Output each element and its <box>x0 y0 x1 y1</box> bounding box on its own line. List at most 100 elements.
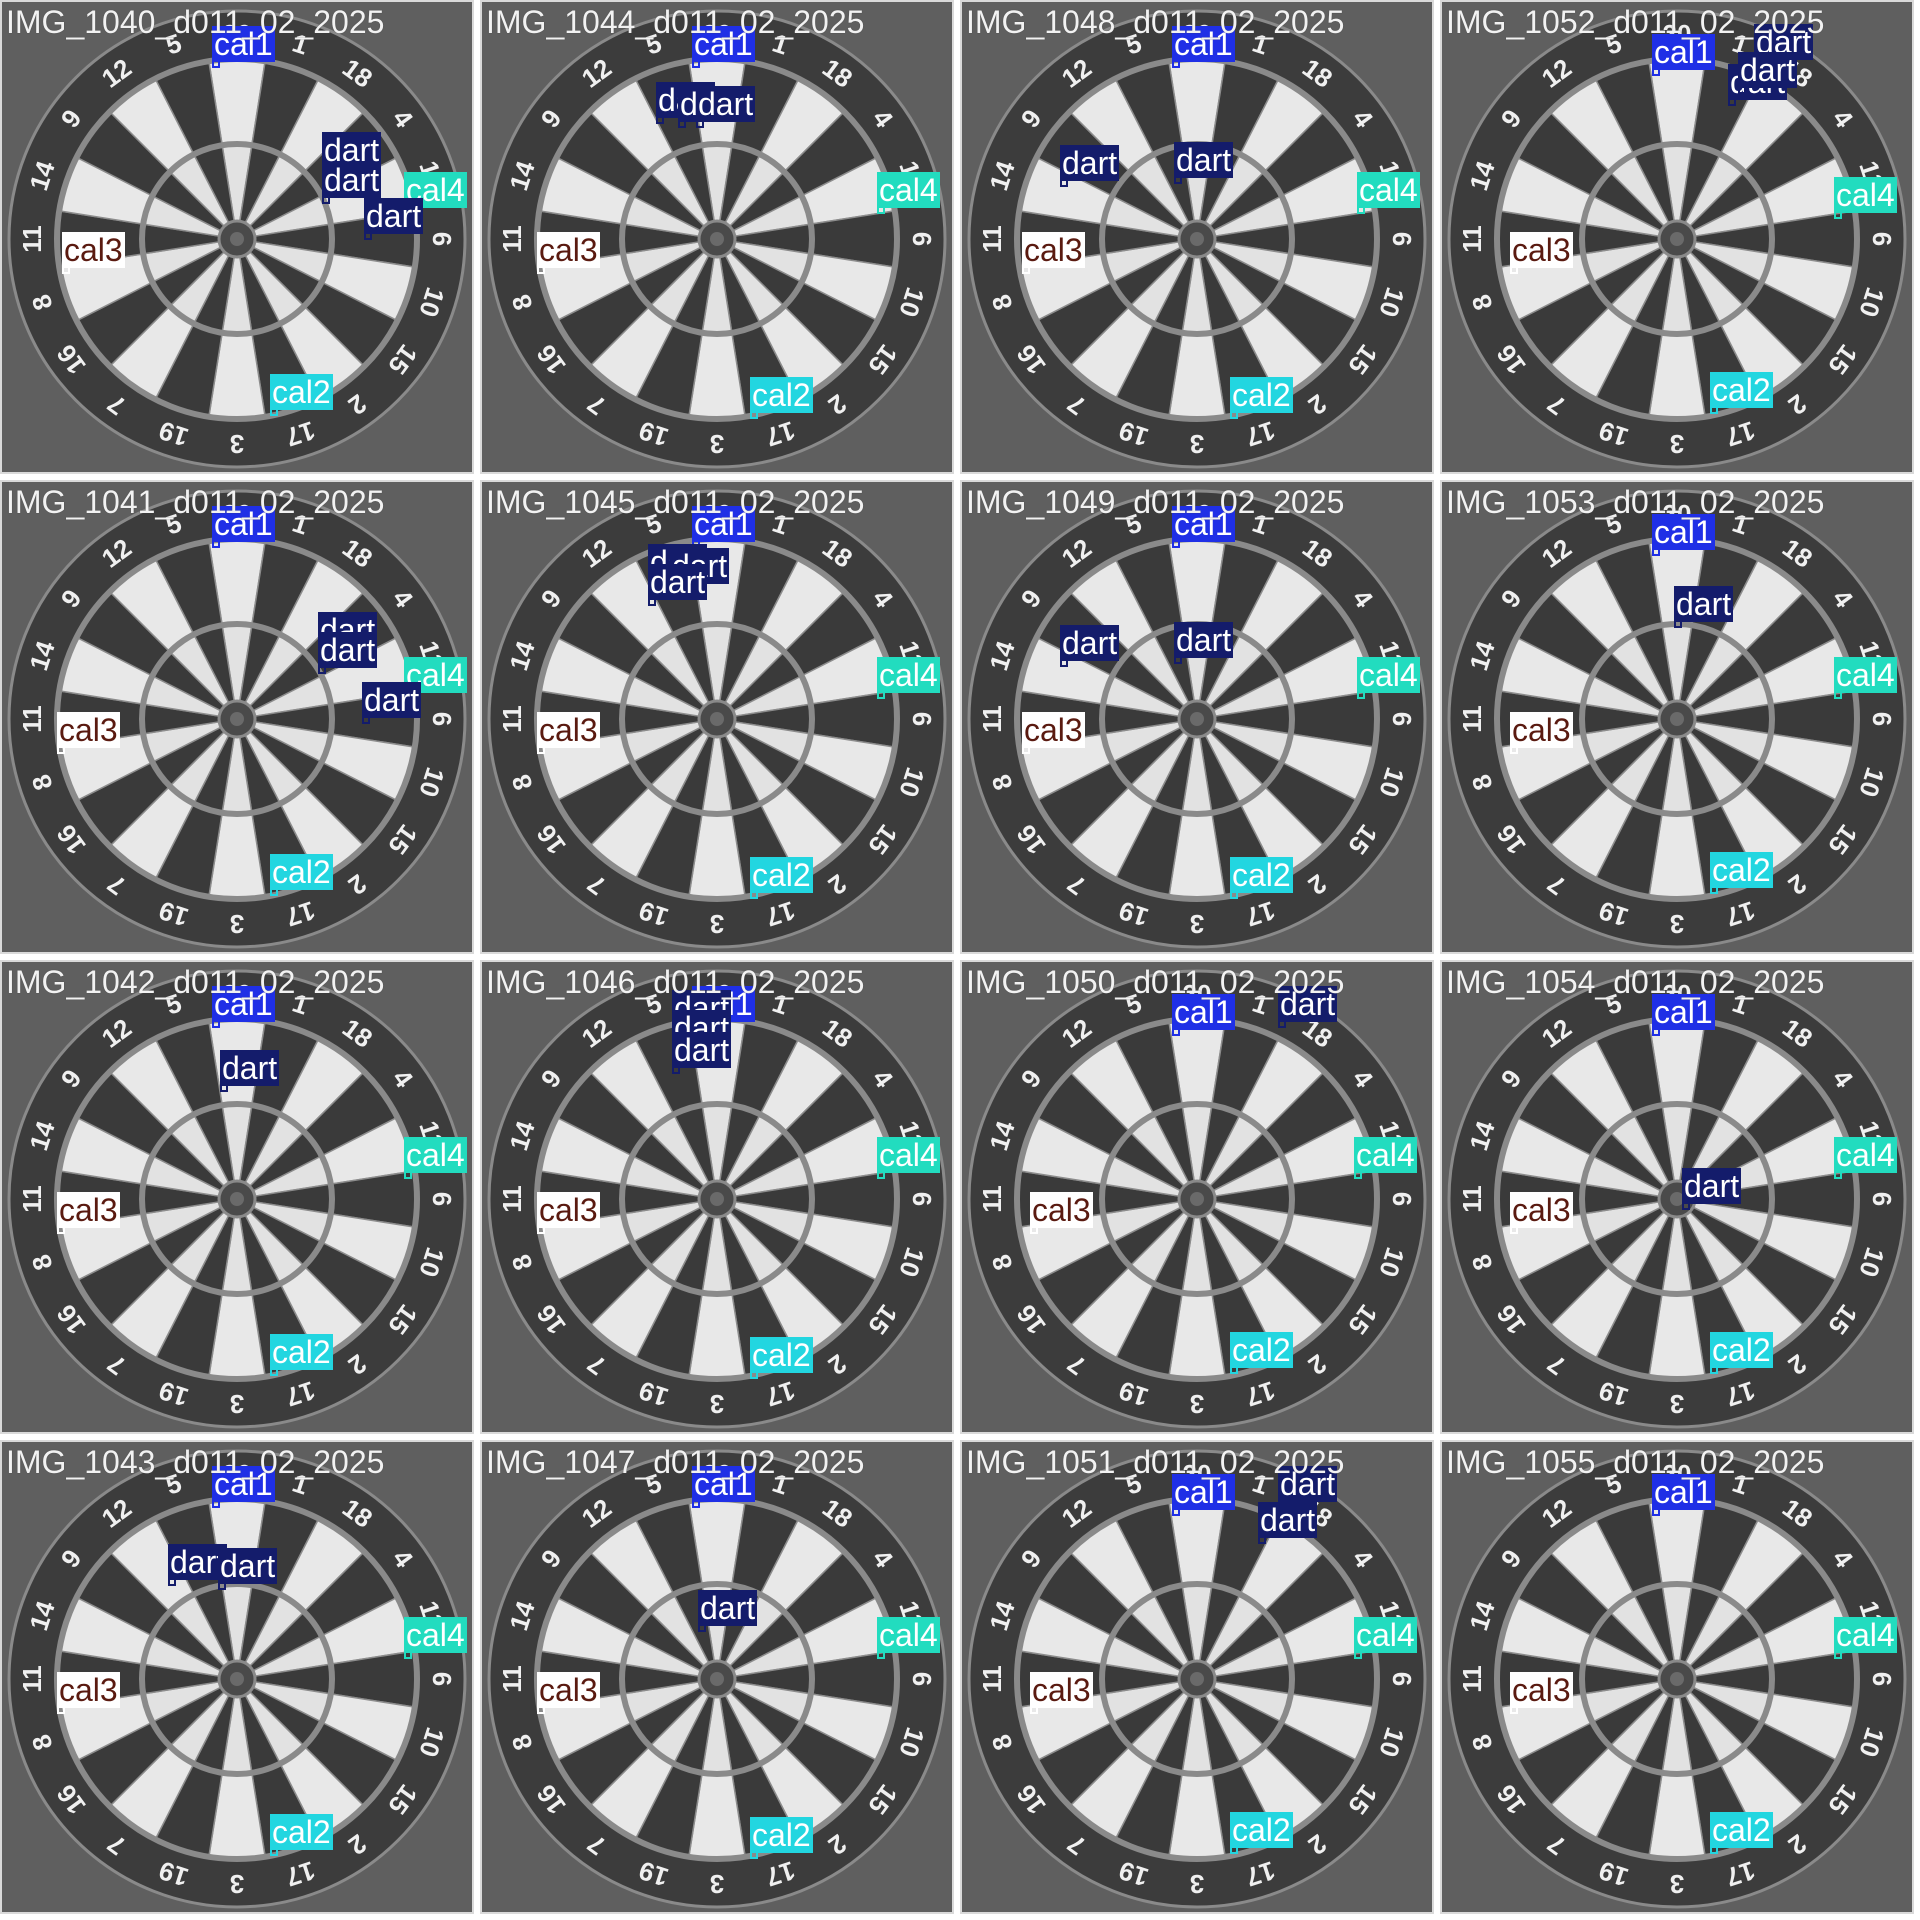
cal4-label: cal4 <box>877 1617 940 1653</box>
cal2-label: cal2 <box>1230 1332 1293 1368</box>
board-number: 11 <box>977 705 1007 733</box>
image-tile: 2011841361015217319716811149125cal1cal2c… <box>960 1440 1434 1914</box>
cal2-label: cal2 <box>750 1337 813 1373</box>
image-tile: 2011841361015217319716811149125cal1cal2c… <box>1440 480 1914 954</box>
cal1-label: cal1 <box>212 26 275 62</box>
board-number: 11 <box>1457 1665 1487 1693</box>
board-number: 3 <box>230 909 244 939</box>
board-number: 6 <box>907 712 937 726</box>
dart-label: dart <box>648 564 708 600</box>
cal2-label: cal2 <box>270 374 333 410</box>
cal3-label: cal3 <box>1510 1672 1573 1708</box>
board-number: 3 <box>1190 1869 1204 1899</box>
board-number: 6 <box>1867 232 1897 246</box>
cal4-label: cal4 <box>1834 657 1897 693</box>
dart-label: dart <box>218 1548 278 1584</box>
cal2-label: cal2 <box>1230 1812 1293 1848</box>
cal1-label: cal1 <box>212 506 275 542</box>
image-tile: 2011841361015217319716811149125cal1cal2c… <box>1440 960 1914 1434</box>
dart-label: dart <box>672 1032 732 1068</box>
board-number: 11 <box>497 705 527 733</box>
tile-filename: IMG_1047_d011_02_2025 <box>486 1444 865 1480</box>
cal3-label: cal3 <box>1030 1192 1093 1228</box>
cal4-label: cal4 <box>1354 1137 1417 1173</box>
image-tile: 2011841361015217319716811149125cal1cal2c… <box>1440 0 1914 474</box>
cal1-label: cal1 <box>212 986 275 1022</box>
cal1-label: cal1 <box>1652 34 1715 70</box>
cal2-label: cal2 <box>270 1334 333 1370</box>
cal3-label: cal3 <box>57 712 120 748</box>
image-tile: 2011841361015217319716811149125cal1cal2c… <box>480 480 954 954</box>
tile-filename: IMG_1041_d011_02_2025 <box>6 484 385 520</box>
cal4-label: cal4 <box>1354 1617 1417 1653</box>
tile-filename: IMG_1044_d011_02_2025 <box>486 4 865 40</box>
cal3-label: cal3 <box>1510 712 1573 748</box>
cal4-label: cal4 <box>404 1137 467 1173</box>
dartboard-image: 2011841361015217319716811149125 <box>1442 482 1912 952</box>
image-tile: 2011841361015217319716811149125cal1cal2c… <box>480 0 954 474</box>
tile-filename: IMG_1054_d011_02_2025 <box>1446 964 1825 1000</box>
cal4-label: cal4 <box>1834 1137 1897 1173</box>
board-number: 3 <box>1190 1389 1204 1419</box>
dart-label: dart <box>1278 986 1338 1022</box>
board-number: 3 <box>230 429 244 459</box>
board-number: 3 <box>1670 429 1684 459</box>
board-number: 6 <box>1387 712 1417 726</box>
board-number: 11 <box>977 1185 1007 1213</box>
tile-filename: IMG_1053_d011_02_2025 <box>1446 484 1825 520</box>
board-number: 11 <box>17 1665 47 1693</box>
cal3-label: cal3 <box>1022 232 1085 268</box>
dartboard-image: 2011841361015217319716811149125 <box>482 482 952 952</box>
cal2-label: cal2 <box>750 377 813 413</box>
image-tile: 2011841361015217319716811149125cal1cal2c… <box>960 0 1434 474</box>
cal3-label: cal3 <box>537 1192 600 1228</box>
board-number: 11 <box>977 225 1007 253</box>
board-number: 11 <box>497 1665 527 1693</box>
board-number: 3 <box>1190 429 1204 459</box>
board-number: 3 <box>230 1389 244 1419</box>
cal2-label: cal2 <box>1710 1812 1773 1848</box>
tile-filename: IMG_1048_d011_02_2025 <box>966 4 1345 40</box>
tile-filename: IMG_1055_d011_02_2025 <box>1446 1444 1825 1480</box>
cal2-label: cal2 <box>270 1814 333 1850</box>
cal3-label: cal3 <box>537 1672 600 1708</box>
dart-label: dart <box>1174 622 1234 658</box>
cal2-label: cal2 <box>750 1817 813 1853</box>
board-number: 6 <box>1387 1672 1417 1686</box>
cal4-label: cal4 <box>877 1137 940 1173</box>
tile-filename: IMG_1051_d011_02_2025 <box>966 1444 1345 1480</box>
cal1-label: cal1 <box>692 1466 755 1502</box>
image-tile: 2011841361015217319716811149125cal1cal2c… <box>960 480 1434 954</box>
dart-label: dart <box>1258 1502 1318 1538</box>
board-number: 11 <box>17 1185 47 1213</box>
dart-label: dart <box>1060 625 1120 661</box>
tile-filename: IMG_1049_d011_02_2025 <box>966 484 1345 520</box>
image-tile: 2011841361015217319716811149125cal1 cal2 c… <box>0 0 474 474</box>
board-number: 3 <box>1670 1869 1684 1899</box>
board-number: 11 <box>977 1665 1007 1693</box>
cal4-label: cal4 <box>1357 657 1420 693</box>
dart-label: dart <box>168 1544 228 1580</box>
image-tile: 2011841361015217319716811149125cal1cal2c… <box>960 960 1434 1434</box>
cal1-label: cal1 <box>1172 26 1235 62</box>
dart-label: dart <box>698 1590 758 1626</box>
tile-filename: IMG_1050_d011_02_2025 <box>966 964 1345 1000</box>
cal1-label: cal1 <box>692 26 755 62</box>
board-number: 6 <box>427 1672 457 1686</box>
dart-label: dart <box>1682 1168 1742 1204</box>
cal3-label: cal3 <box>62 232 125 268</box>
cal1-label: cal1 <box>1652 994 1715 1030</box>
board-number: 3 <box>1190 909 1204 939</box>
board-number: 11 <box>1457 1185 1487 1213</box>
dartboard-image: 2011841361015217319716811149125 <box>962 962 1432 1432</box>
cal3-label: cal3 <box>1022 712 1085 748</box>
dart-label: dart <box>220 1050 280 1086</box>
image-tile: 2011841361015217319716811149125cal1cal2c… <box>480 960 954 1434</box>
cal3-label: cal3 <box>1510 1192 1573 1228</box>
dartboard-image: 2011841361015217319716811149125 <box>2 2 472 472</box>
cal2-label: cal2 <box>1230 857 1293 893</box>
tile-filename: IMG_1045_d011_02_2025 <box>486 484 865 520</box>
tile-filename: IMG_1052_d011_02_2025 <box>1446 4 1825 40</box>
dart-label: dart <box>1674 586 1734 622</box>
